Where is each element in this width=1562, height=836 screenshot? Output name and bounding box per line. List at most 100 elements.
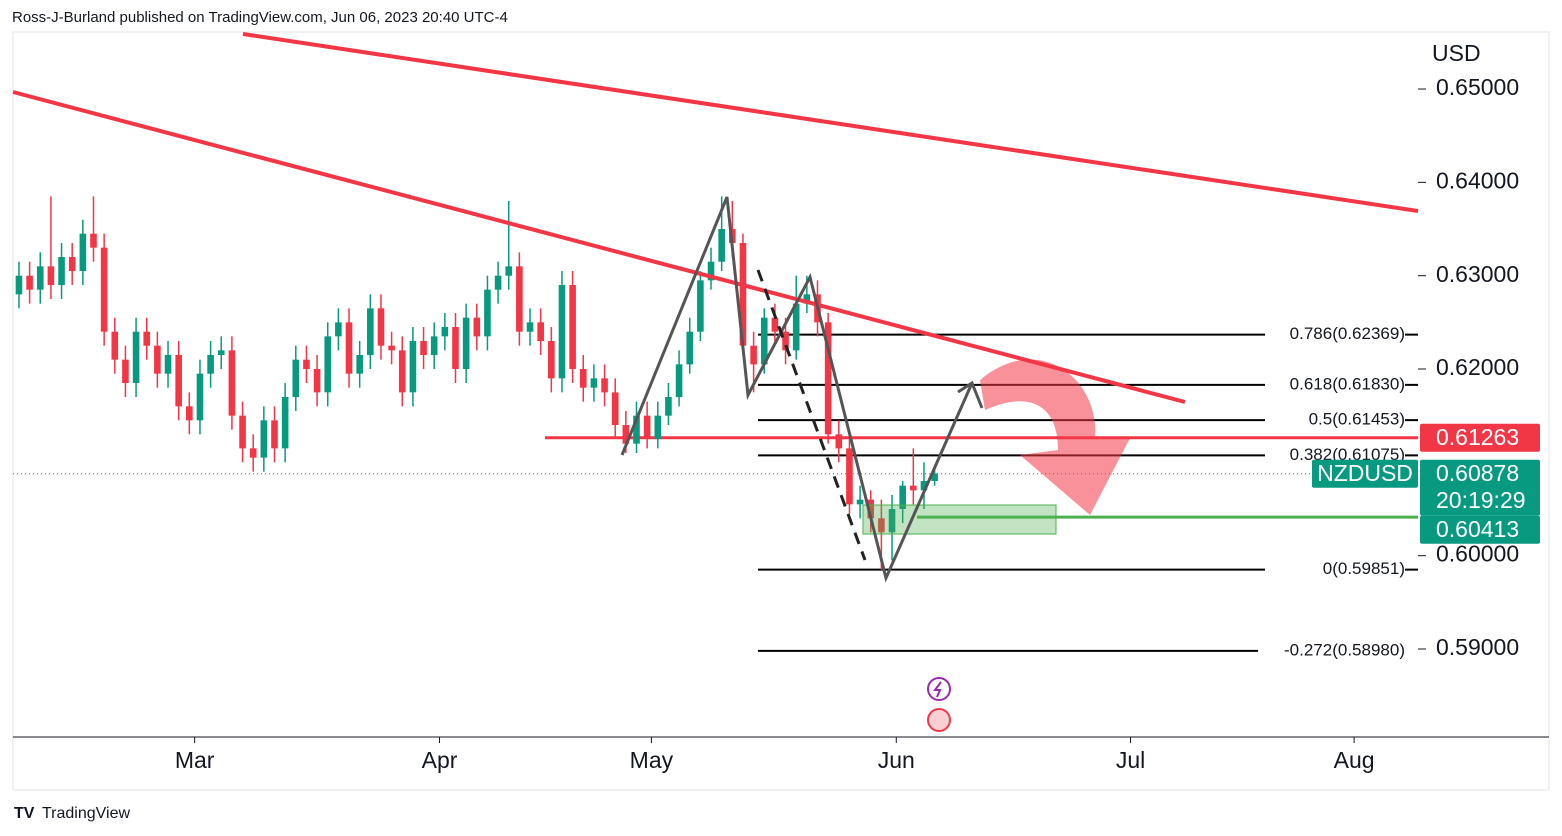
candle-body [260,420,268,458]
candle-body [271,420,278,449]
candle-body [313,369,321,393]
fib-label: 0.618(0.61830) [1290,374,1405,393]
arrow [980,359,1130,515]
y-axis-label: USD [1432,40,1481,66]
candle-body [846,448,853,505]
fib-label-bg [1265,409,1405,432]
candle-body [228,350,236,416]
candle-body [601,378,608,393]
flag-icon[interactable] [927,708,951,732]
candle-body [377,308,385,346]
candle-body [654,415,662,440]
candle-body [249,448,257,458]
candle-body [430,336,438,356]
x-tick-label: May [630,747,674,773]
candle-body [239,415,246,449]
candle-body [484,289,491,337]
candle-body [622,425,630,444]
event-icon-glyph [933,681,942,698]
candle-body [356,355,363,374]
trendline [12,90,1186,404]
candle-body [175,355,182,407]
candle-body [590,378,598,388]
candle-body [824,322,832,435]
y-tick-label: 0.59000 [1436,634,1519,660]
candle-body [409,341,417,393]
y-tick-label: 0.65000 [1436,74,1519,100]
fib-label: 0.382(0.61075) [1290,445,1405,464]
candle-body [217,350,225,356]
candle-body [420,341,427,356]
candle-body [931,473,938,482]
frame [12,31,1550,791]
fib-label: 0.786(0.62369) [1290,324,1405,343]
dashed-leg [756,269,867,561]
candle-body [888,509,896,533]
candle-body [548,341,555,379]
footer-mark: TV [14,805,35,822]
candle-body [697,280,704,332]
candle-body [760,317,768,365]
candle-body [462,317,470,370]
x-tick-label: Aug [1334,747,1375,773]
fib-label: -0.272(0.58980) [1284,640,1405,659]
candle-body [186,406,193,421]
fib-label-bg [1265,558,1405,581]
candle-body [516,266,523,332]
candle-body [281,397,289,449]
last-price-tag-bg [1420,459,1540,516]
support-tag-bg [1420,515,1540,544]
candle-body [856,499,864,505]
candle-body [26,275,33,290]
trendline [242,32,1419,213]
pattern [620,196,974,583]
x-tick-label: Apr [422,747,458,773]
candle-body [643,415,651,440]
y-tick-label: 0.60000 [1436,541,1519,567]
resistance-tag-bg [1420,423,1540,452]
candle-body [345,322,353,374]
candle-body [473,317,481,337]
footer-logo: TradingView [42,805,130,822]
candle-body [68,257,76,272]
candle-body [367,308,374,356]
candle-body [665,397,672,416]
candle-body [526,322,534,332]
candle-body [335,322,342,337]
candle-body [899,485,906,510]
candle-body [537,322,544,342]
last-price-tag: 0.60878 [1436,460,1519,486]
candle-body [878,518,885,533]
candle-body [739,243,747,346]
candle-body [569,285,576,370]
candle-body [558,285,566,379]
candle-body [771,317,779,332]
x-tick-label: Jul [1116,747,1145,773]
fib-label: 0(0.59851) [1323,559,1405,578]
candle-body [36,266,44,290]
candle-body [494,275,502,290]
candle-body [718,229,725,262]
candle-body [47,266,55,286]
candle-body [58,257,65,286]
candle-body [441,327,449,337]
x-tick-label: Mar [175,747,215,773]
header: Ross-J-Burland published on TradingView.… [12,9,508,26]
candle-body [505,266,513,276]
countdown: 20:19:29 [1436,487,1526,513]
candle-body [920,481,928,491]
y-tick-label: 0.63000 [1436,261,1519,287]
candle-body [835,434,843,449]
fib-label: 0.5(0.61453) [1309,410,1405,429]
candle-body [750,345,757,365]
candle-body [303,359,310,370]
candle-body [196,373,204,421]
candle-body [100,247,108,332]
candle-body [398,350,406,393]
candle-body [611,392,619,426]
symbol-tag-bg [1312,459,1418,488]
candle-body [292,359,300,398]
candle-body [111,331,119,360]
fib-label-bg [1265,373,1405,396]
